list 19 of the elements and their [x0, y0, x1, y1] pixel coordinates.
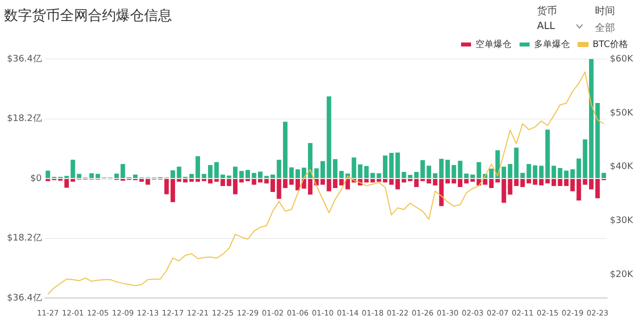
y-tick-label: $0 [30, 174, 42, 184]
text: 货币 [536, 4, 558, 18]
legend-label: 空单爆仓 [476, 38, 512, 50]
y2-tick-label: $30K [610, 216, 634, 226]
bar [46, 170, 50, 178]
y-tick-label: $36.4亿 [7, 292, 42, 304]
legend-label: 多单爆仓 [534, 38, 570, 50]
y2-tick-label: $20K [610, 270, 634, 280]
y2-tick-label: $60K [610, 54, 634, 64]
y2-tick-label: $50K [610, 108, 634, 118]
legend-label: BTC价格 [592, 38, 628, 50]
y-tick-label: $18.2亿 [7, 232, 42, 244]
text: ALL [537, 21, 555, 32]
y-tick-label: $36.4亿 [7, 53, 42, 64]
chart-title: 数字货币全网合约爆仓信息 [4, 7, 172, 25]
text: 时间 [594, 4, 616, 18]
text: 全部 [595, 22, 615, 35]
y-tick-label: $18.2亿 [7, 113, 42, 124]
y2-tick-label: $40K [610, 162, 634, 172]
